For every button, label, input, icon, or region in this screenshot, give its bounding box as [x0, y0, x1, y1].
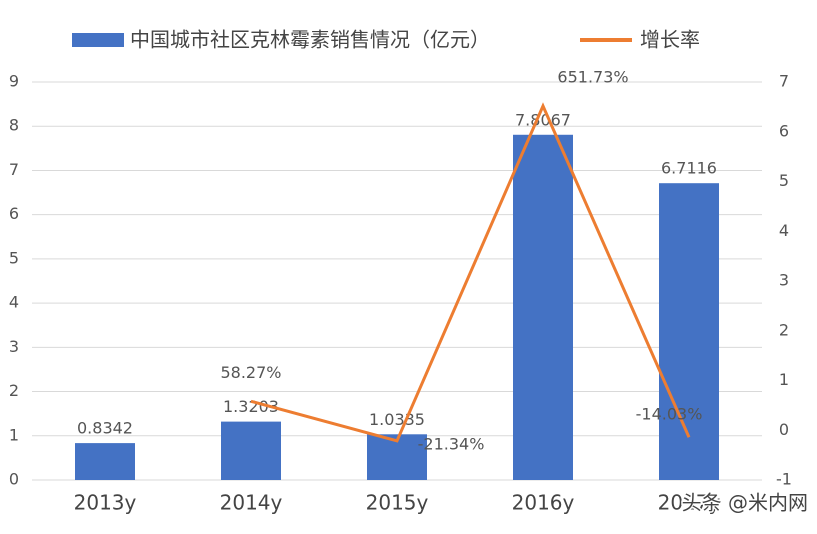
y2-tick-label: 1: [779, 370, 789, 389]
y2-tick-label: 0: [779, 420, 789, 439]
x-tick-label: 2017y: [658, 491, 721, 515]
y2-tick-label: 7: [779, 72, 789, 91]
y2-tick-label: 5: [779, 171, 789, 190]
bar-value-label: 7.8067: [515, 110, 571, 129]
y2-tick-label: -1: [776, 470, 792, 489]
y-tick-label: 0: [9, 470, 19, 489]
y-tick-label: 5: [9, 248, 19, 267]
legend-label: 增长率: [640, 28, 700, 52]
legend-label: 中国城市社区克林霉素销售情况（亿元）: [130, 28, 490, 52]
y-tick-label: 4: [9, 293, 19, 312]
line-value-label: -14.03%: [636, 405, 703, 424]
bar: [221, 421, 281, 480]
y2-tick-label: 2: [779, 320, 789, 339]
y-tick-label: 1: [9, 425, 19, 444]
x-tick-label: 2015y: [366, 491, 429, 515]
bar-value-label: 1.0335: [369, 410, 425, 429]
bar-value-label: 6.7116: [661, 159, 717, 178]
y2-tick-label: 4: [779, 221, 789, 240]
y-tick-label: 9: [9, 72, 19, 91]
x-tick-label: 2016y: [512, 491, 575, 515]
x-tick-label: 2014y: [220, 491, 283, 515]
line-value-label: -21.34%: [418, 434, 485, 453]
bar-value-label: 1.3203: [223, 397, 279, 416]
y2-tick-label: 6: [779, 121, 789, 140]
y-tick-label: 7: [9, 160, 19, 179]
y-tick-label: 3: [9, 337, 19, 356]
bar: [659, 183, 719, 481]
x-tick-label: 2013y: [74, 491, 137, 515]
bar: [75, 443, 135, 480]
bar-value-label: 0.8342: [77, 419, 133, 438]
y2-tick-label: 3: [779, 271, 789, 290]
legend-swatch: [72, 33, 124, 47]
line: [250, 102, 691, 443]
line-value-label: 651.73%: [557, 68, 628, 87]
y-tick-label: 2: [9, 381, 19, 400]
line-value-label: 58.27%: [220, 363, 281, 382]
watermark: 头条 @米内网: [682, 491, 808, 515]
bar: [513, 134, 573, 480]
y-tick-label: 6: [9, 204, 19, 223]
y-tick-label: 8: [9, 116, 19, 135]
